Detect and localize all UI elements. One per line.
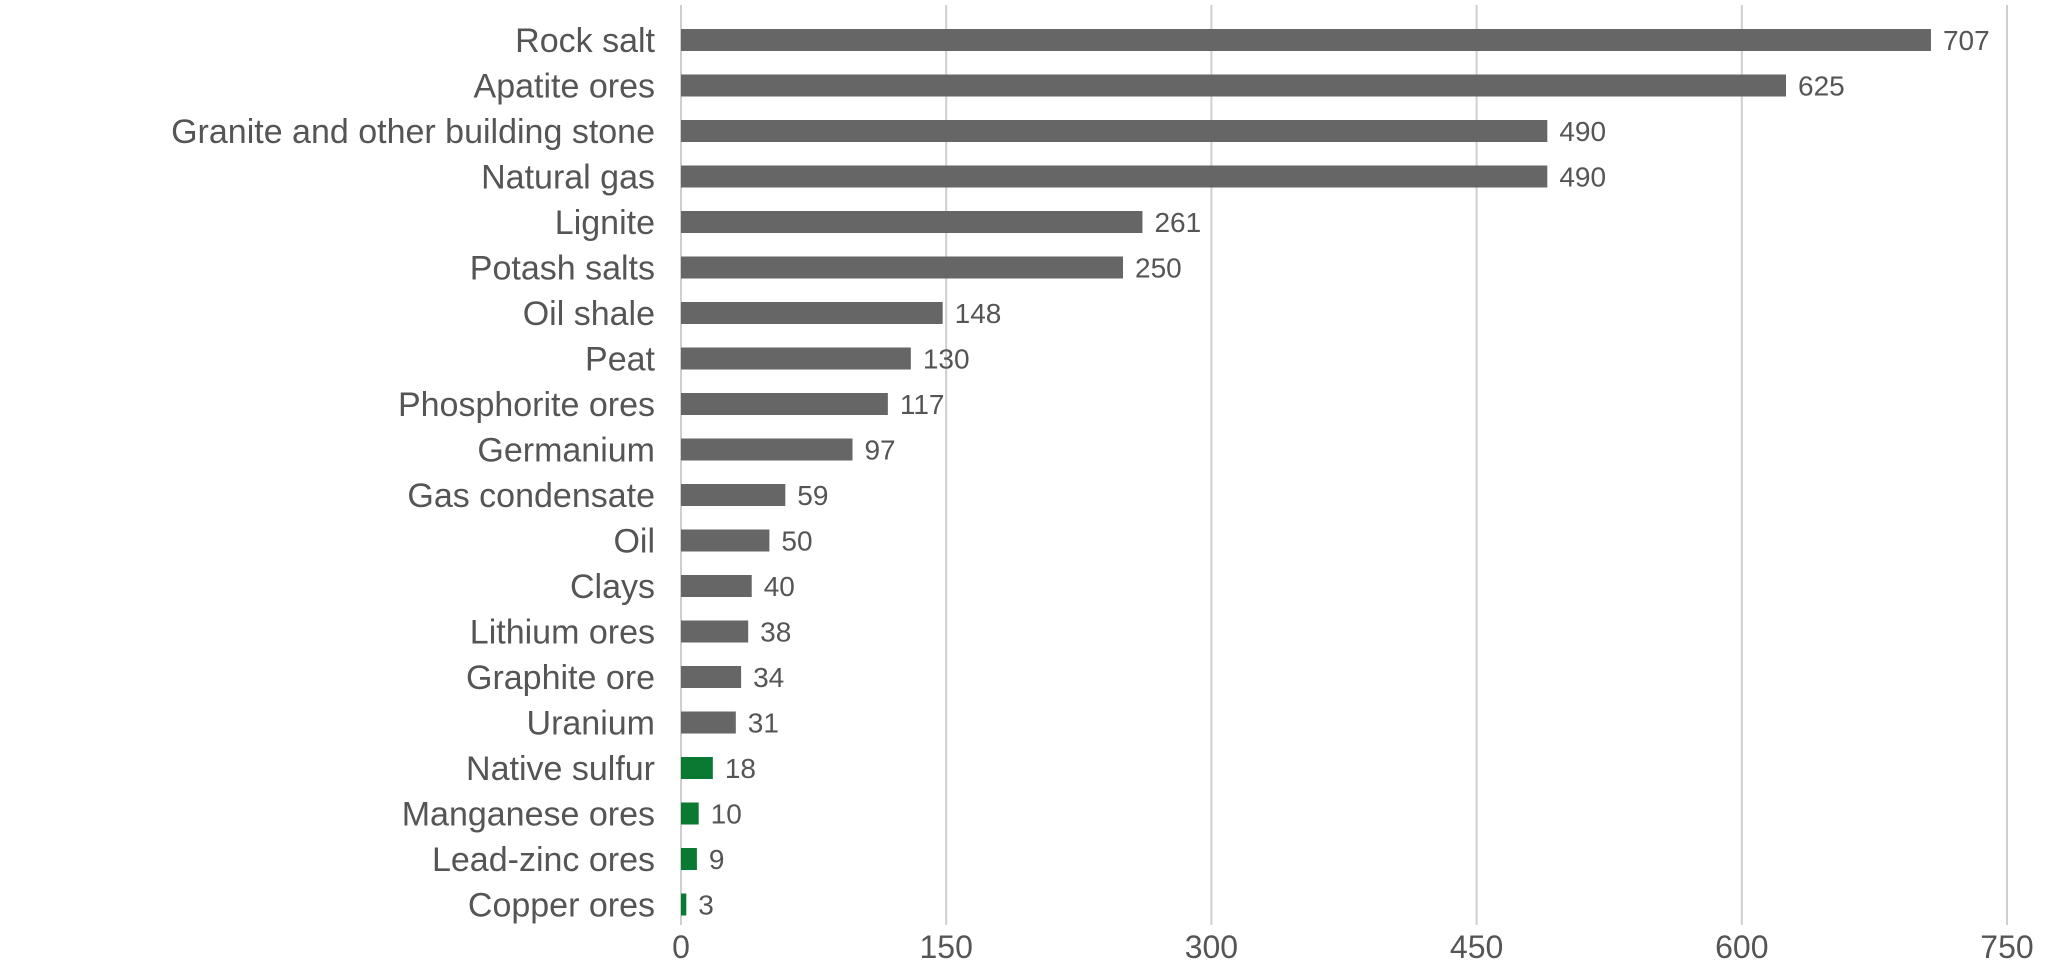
- value-label: 117: [900, 389, 945, 420]
- bar: [681, 575, 752, 597]
- bar: [681, 666, 742, 688]
- bar: [681, 893, 687, 916]
- x-axis-tick-labels: 0 150 300 450 600 750: [672, 929, 2034, 965]
- value-label: 130: [923, 344, 970, 375]
- value-label: 9: [709, 844, 725, 875]
- bar: [681, 757, 713, 779]
- category-label: Copper ores: [468, 887, 655, 925]
- bar: [681, 620, 749, 643]
- value-label: 625: [1798, 71, 1845, 102]
- value-label: 40: [764, 571, 795, 602]
- bar: [681, 302, 943, 324]
- x-tick-label: 750: [1980, 929, 2033, 965]
- category-labels: Rock salt Apatite ores Granite and other b…: [171, 22, 655, 925]
- value-label: 148: [955, 298, 1002, 329]
- value-label: 59: [797, 480, 828, 511]
- bar: [681, 29, 1931, 51]
- x-tick-label: 150: [920, 929, 973, 965]
- category-label: Graphite ore: [466, 659, 655, 697]
- category-label: Rock salt: [515, 22, 655, 60]
- value-label: 490: [1559, 162, 1606, 193]
- bar: [681, 211, 1143, 233]
- value-label: 250: [1135, 253, 1182, 284]
- bar: [681, 529, 770, 552]
- bars: [681, 29, 1931, 916]
- bar: [681, 802, 699, 825]
- bar: [681, 165, 1548, 188]
- x-tick-label: 0: [672, 929, 690, 965]
- value-label: 50: [781, 526, 812, 557]
- category-label: Peat: [585, 341, 655, 379]
- bar: [681, 120, 1548, 142]
- category-label: Clays: [570, 568, 655, 606]
- value-label: 261: [1154, 207, 1201, 238]
- value-label: 38: [760, 617, 791, 648]
- category-label: Uranium: [527, 705, 655, 743]
- category-label: Lead-zinc ores: [432, 841, 655, 879]
- value-label: 97: [864, 435, 895, 466]
- category-label: Natural gas: [481, 159, 655, 197]
- category-label: Oil: [613, 523, 655, 561]
- x-tick-label: 600: [1715, 929, 1768, 965]
- category-label: Potash salts: [470, 250, 655, 288]
- category-label: Manganese ores: [402, 796, 655, 834]
- category-label: Lignite: [555, 204, 655, 242]
- category-label: Gas condensate: [407, 477, 655, 515]
- category-label: Lithium ores: [470, 614, 655, 652]
- category-label: Native sulfur: [466, 750, 655, 788]
- value-label: 18: [725, 753, 756, 784]
- category-label: Germanium: [477, 432, 655, 470]
- value-label: 34: [753, 662, 784, 693]
- value-label: 3: [698, 890, 714, 921]
- bar: [681, 256, 1123, 279]
- bar: [681, 711, 736, 734]
- value-label: 31: [748, 708, 779, 739]
- bar: [681, 393, 888, 415]
- value-label: 490: [1559, 116, 1606, 147]
- value-label: 707: [1943, 25, 1990, 56]
- bar: [681, 347, 911, 370]
- bar: [681, 438, 853, 461]
- value-label: 10: [711, 799, 742, 830]
- category-label: Oil shale: [523, 295, 655, 333]
- bar: [681, 74, 1786, 97]
- category-label: Apatite ores: [474, 68, 655, 106]
- x-tick-label: 450: [1450, 929, 1503, 965]
- x-tick-label: 300: [1185, 929, 1238, 965]
- bar: [681, 848, 697, 870]
- category-label: Granite and other building stone: [171, 113, 655, 151]
- category-label: Phosphorite ores: [398, 386, 655, 424]
- bar: [681, 484, 786, 506]
